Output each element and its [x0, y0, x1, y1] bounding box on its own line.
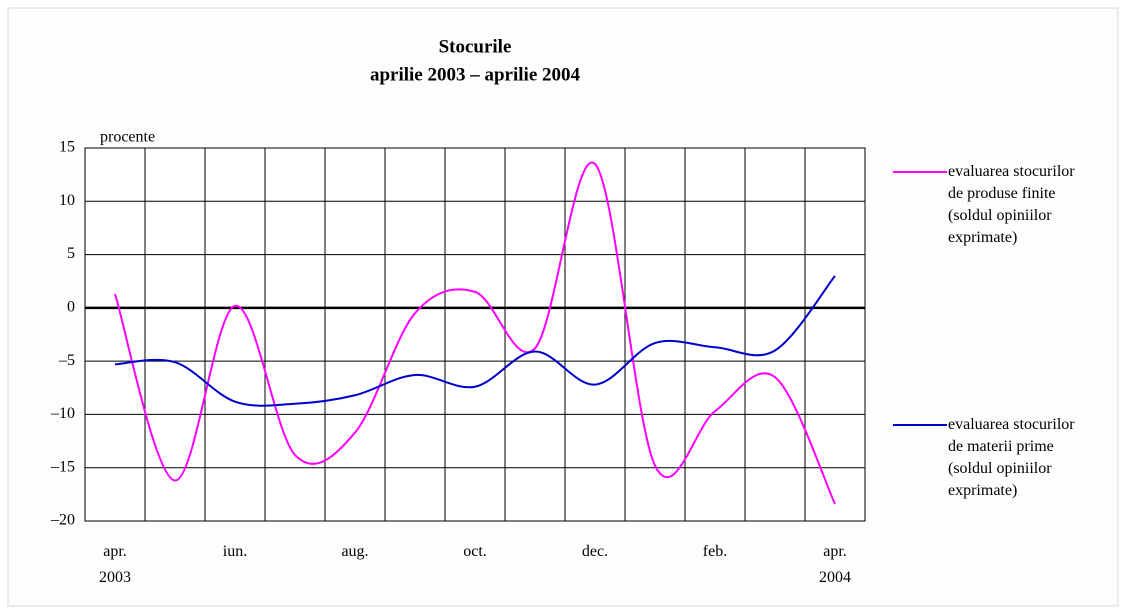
- plot-area: [84, 147, 866, 522]
- x-tick-label: feb.: [703, 543, 727, 560]
- y-axis-unit: procente: [100, 129, 155, 146]
- chart-title: Stocurile: [439, 36, 512, 57]
- x-tick-label: iun.: [223, 543, 247, 560]
- x-tick-label: dec.: [582, 543, 608, 560]
- y-tick-label: 10: [59, 192, 75, 209]
- x-tick-label: oct.: [463, 543, 487, 560]
- x-tick-label: apr. 2004: [819, 543, 851, 586]
- series-line: [114, 161, 836, 505]
- x-tick-label: apr. 2003: [99, 543, 131, 586]
- y-tick-label: –5: [58, 352, 75, 369]
- y-tick-label: –15: [50, 458, 75, 475]
- x-tick-label: aug.: [341, 543, 368, 560]
- y-tick-label: –20: [50, 512, 75, 529]
- series-line: [114, 275, 836, 407]
- y-tick-label: 5: [67, 245, 75, 262]
- y-tick-label: 0: [67, 299, 75, 316]
- chart-subtitle: aprilie 2003 – aprilie 2004: [370, 64, 581, 85]
- y-tick-label: 15: [59, 139, 75, 156]
- y-tick-label: –10: [50, 405, 75, 422]
- legend-entry: evaluarea stocurilor de produse finite (…: [948, 163, 1075, 246]
- legend-entry: evaluarea stocurilor de materii prime (s…: [948, 416, 1075, 499]
